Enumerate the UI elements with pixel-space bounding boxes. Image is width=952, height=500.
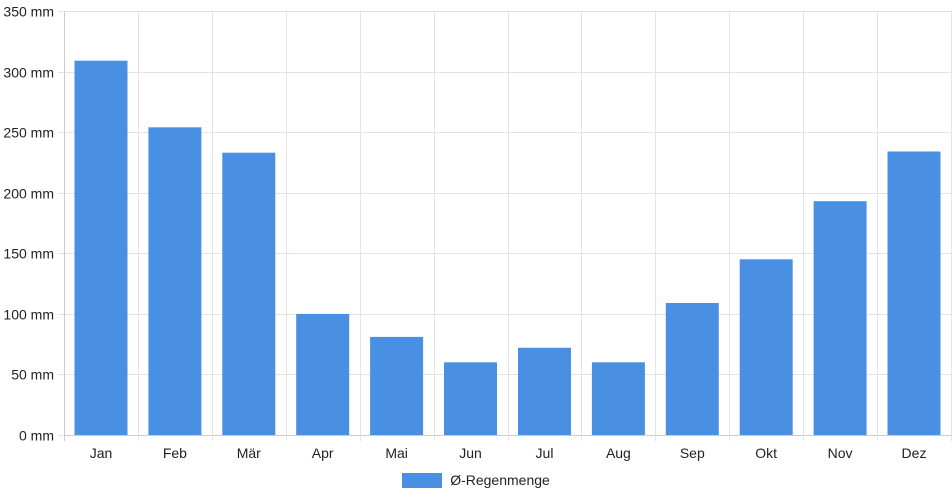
x-tick-label: Jan xyxy=(90,445,113,461)
x-tick-label: Feb xyxy=(163,445,187,461)
x-tick-label: Okt xyxy=(755,445,777,461)
bar-nov[interactable] xyxy=(813,201,867,435)
bar-dez[interactable] xyxy=(887,151,941,436)
bar-jul[interactable] xyxy=(518,347,571,435)
bar-chart: 0 mm 50 mm 100 mm 150 mm 200 mm 250 mm 300 mm 3… xyxy=(3,4,952,461)
bar-apr[interactable] xyxy=(296,313,350,435)
bar-feb[interactable] xyxy=(148,127,202,436)
bar-mai[interactable] xyxy=(370,336,424,435)
x-tick-label: Jul xyxy=(536,445,554,461)
y-tick-label: 350 mm xyxy=(3,4,54,20)
x-tick-label: Nov xyxy=(828,445,853,461)
x-tick-label: Mär xyxy=(237,445,261,461)
y-tick-label: 0 mm xyxy=(19,428,54,444)
y-tick-label: 150 mm xyxy=(3,246,54,262)
legend[interactable]: Ø-Regenmenge xyxy=(0,472,952,488)
y-axis: 0 mm 50 mm 100 mm 150 mm 200 mm 250 mm 300 mm 3… xyxy=(3,4,54,444)
x-tick-label: Apr xyxy=(312,445,334,461)
x-axis: Jan Feb Mär Apr Mai Jun Jul Aug Sep Okt Nov Dez xyxy=(90,445,927,461)
y-tick-label: 300 mm xyxy=(3,65,54,81)
bars xyxy=(74,60,941,436)
x-tick-label: Jun xyxy=(459,445,482,461)
x-tick-label: Mai xyxy=(385,445,408,461)
y-tick-label: 250 mm xyxy=(3,125,54,141)
x-tick-label: Aug xyxy=(606,445,631,461)
bar-okt[interactable] xyxy=(739,259,793,435)
bar-jan[interactable] xyxy=(74,60,128,435)
y-tick-label: 100 mm xyxy=(3,307,54,323)
y-tick-label: 200 mm xyxy=(3,186,54,202)
y-tick-label: 50 mm xyxy=(11,367,54,383)
bar-sep[interactable] xyxy=(665,303,719,435)
legend-swatch xyxy=(402,472,443,488)
bar-jun[interactable] xyxy=(444,362,497,435)
bar-mär[interactable] xyxy=(222,152,276,435)
legend-label: Ø-Regenmenge xyxy=(450,472,550,488)
x-tick-label: Sep xyxy=(680,445,705,461)
x-tick-label: Dez xyxy=(902,445,927,461)
bar-aug[interactable] xyxy=(591,362,645,435)
